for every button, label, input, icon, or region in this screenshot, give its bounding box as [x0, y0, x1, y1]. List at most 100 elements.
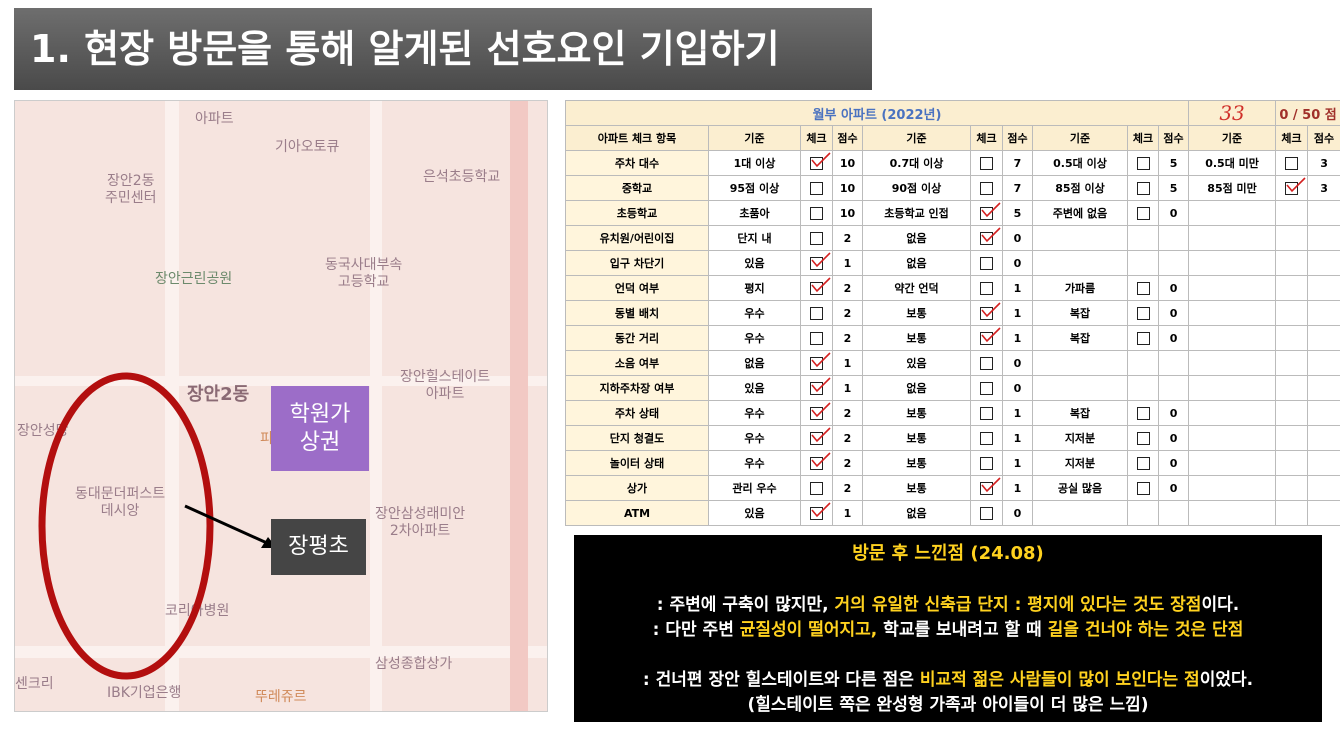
feedback-line: : 건너편 장안 힐스테이트와 다른 점은 비교적 젊은 사람들이 많이 보인다… [574, 668, 1322, 693]
score-cell: 0 [1157, 450, 1190, 476]
spacer [574, 567, 1322, 593]
score-cell: 3 [1307, 175, 1340, 201]
feedback-text: : 주변에 구축이 많지만, [656, 595, 835, 615]
column-header: 체크 [800, 125, 833, 151]
criterion: 가파름 [1032, 275, 1128, 301]
checkbox [810, 352, 831, 370]
feedback-line: : 다만 주변 균질성이 떨어지고, 학교를 보내려고 할 때 길을 건너야 하… [574, 618, 1322, 643]
map-label: 장안2동 주민센터 [105, 173, 157, 206]
score-cell: 2 [832, 275, 863, 301]
item: 언덕 여부 [565, 275, 709, 301]
feedback-text: 학교를 보내려고 할 때 [877, 620, 1048, 640]
checkbox [1136, 331, 1150, 345]
check-cell [800, 425, 833, 451]
score-cell: 2 [832, 300, 863, 326]
check-mark [811, 252, 831, 267]
total: 0 / 50 점 [1275, 100, 1340, 126]
title-row: 월부 아파트 (2022년) 33 0 / 50 점 [564, 100, 1340, 126]
map-overlay [38, 372, 277, 680]
criterion: 우수 [708, 300, 801, 326]
feedback-text: (힐스테이트 쪽은 완성형 가족과 아이들이 더 많은 느낌) [747, 695, 1149, 715]
criterion: 복잡 [1032, 400, 1128, 426]
checkbox [810, 252, 831, 270]
map-label: 동대문더퍼스트 데시앙 [75, 486, 166, 519]
empty-cell [1188, 225, 1277, 251]
check-cell [1275, 175, 1309, 201]
criterion: 없음 [862, 250, 971, 276]
checkbox [810, 152, 831, 170]
criterion: 우수 [708, 450, 801, 476]
empty-cell [1032, 350, 1128, 376]
check-cell [800, 150, 833, 176]
empty-cell [1307, 500, 1340, 526]
empty-cell [1307, 200, 1340, 226]
checkbox [810, 427, 831, 445]
column-header: 아파트 체크 항목 [565, 125, 709, 151]
score-cell: 1 [1002, 475, 1033, 501]
score-cell: 0 [1157, 475, 1190, 501]
empty-cell [1307, 225, 1340, 251]
check-cell [800, 325, 833, 351]
criterion: 공실 많음 [1032, 475, 1128, 501]
criterion: 보통 [862, 300, 971, 326]
item: 초등학교 [565, 200, 709, 226]
arrow [184, 504, 268, 545]
table-row: 주차 대수 1대 이상 10 0.7대 이상 7 0.5대 이상 5 0.5대 미만 3 [565, 150, 1340, 176]
item: 주차 상태 [565, 400, 709, 426]
criterion: 보통 [862, 325, 971, 351]
check-mark [811, 377, 831, 392]
check-cell [970, 500, 1003, 526]
check-cell [800, 300, 833, 326]
feedback-text: 길을 건너야 하는 것은 단점 [1047, 620, 1244, 640]
check-cell [970, 400, 1003, 426]
score-cell: 2 [832, 475, 863, 501]
score-cell: 0 [1002, 375, 1033, 401]
criterion: 보통 [862, 450, 971, 476]
item: 유치원/어린이집 [565, 225, 709, 251]
check-cell [970, 325, 1003, 351]
score-cell: 0 [1157, 200, 1190, 226]
map-label: 장안근린공원 [155, 271, 233, 287]
column-header: 기준 [862, 125, 971, 151]
check-cell [1127, 300, 1159, 326]
check-cell [800, 350, 833, 376]
table-row: 동간 거리 우수 2 보통 1 복잡 0 [565, 325, 1340, 351]
empty-cell [1157, 375, 1190, 401]
item: 단지 청결도 [565, 425, 709, 451]
check-cell [970, 150, 1003, 176]
map-label: 장안2동 [187, 384, 250, 405]
check-cell [970, 175, 1003, 201]
empty-cell [1275, 275, 1309, 301]
feedback-text: : 건너편 장안 힐스테이트와 다른 점은 [642, 670, 920, 690]
map: 아파트 기아오토큐 장안2동 주민센터 은석초등학교 장안근린공원 동국사대부속… [14, 100, 548, 712]
score-cell: 0 [1157, 400, 1190, 426]
checkbox [980, 456, 993, 470]
checkbox [980, 202, 1001, 220]
check-cell [970, 375, 1003, 401]
score-cell: 5 [1002, 200, 1033, 226]
checkbox [980, 156, 993, 170]
map-label: 기아오토큐 [275, 139, 340, 155]
map-label: 뚜레쥬르 [255, 689, 307, 705]
score-cell: 0 [1002, 225, 1033, 251]
table-row: ATM 있음 1 없음 0 [565, 500, 1340, 526]
map-label: IBK기업은행 [107, 685, 182, 701]
empty-cell [1032, 375, 1128, 401]
checkbox [810, 452, 831, 470]
table-row: 중학교 95점 이상 10 90점 이상 7 85점 이상 5 85점 미만 3 [565, 175, 1340, 201]
criterion: 없음 [862, 500, 971, 526]
checkbox [1136, 156, 1150, 170]
check-cell [970, 275, 1003, 301]
feedback-line: (힐스테이트 쪽은 완성형 가족과 아이들이 더 많은 느낌) [574, 693, 1322, 718]
table-row: 놀이터 상태 우수 2 보통 1 지저분 0 [565, 450, 1340, 476]
empty-cell [1275, 425, 1309, 451]
column-header: 체크 [970, 125, 1003, 151]
check-cell [800, 225, 833, 251]
criterion: 복잡 [1032, 325, 1128, 351]
criterion: 없음 [708, 350, 801, 376]
empty-cell [1307, 250, 1340, 276]
criterion: 관리 우수 [708, 475, 801, 501]
checkbox [980, 181, 993, 195]
criterion: 90점 이상 [862, 175, 971, 201]
